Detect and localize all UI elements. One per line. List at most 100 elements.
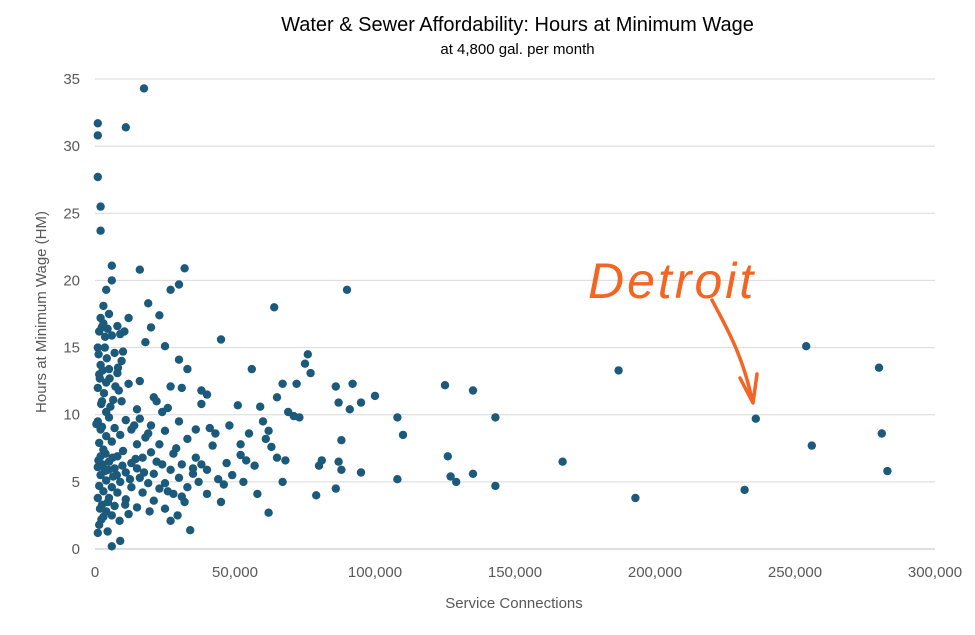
data-point — [93, 131, 103, 140]
data-point — [158, 407, 167, 417]
data-point — [132, 503, 142, 512]
data-point — [398, 430, 408, 440]
data-point — [331, 382, 340, 391]
data-point — [802, 342, 811, 351]
data-point — [191, 453, 200, 462]
data-point — [113, 488, 122, 497]
data-point — [115, 516, 124, 525]
gridlines — [95, 78, 935, 550]
data-point — [135, 265, 144, 274]
data-point — [883, 466, 892, 476]
data-point — [102, 354, 112, 363]
data-point — [99, 487, 108, 496]
data-point — [135, 376, 144, 386]
data-point — [152, 457, 161, 466]
data-point — [270, 303, 279, 312]
data-point — [93, 383, 103, 393]
data-point — [155, 440, 164, 449]
data-point — [104, 465, 113, 474]
data-point — [250, 461, 259, 470]
data-point — [194, 477, 203, 487]
axes: 0 5 10 15 20 25 30 35 0 50,000 100,000 150,000 200,0… — [63, 71, 962, 581]
data-point — [99, 301, 108, 311]
data-point — [146, 323, 156, 332]
data-point — [180, 264, 189, 273]
data-point — [124, 313, 133, 323]
data-point — [160, 504, 170, 513]
data-point — [149, 469, 158, 478]
data-point — [131, 454, 140, 464]
data-point — [110, 348, 119, 358]
data-point — [105, 374, 114, 383]
x-tick-label: 150,000 — [488, 564, 542, 581]
data-point — [216, 497, 226, 507]
data-point — [118, 446, 128, 456]
data-point — [116, 477, 125, 487]
data-point — [342, 285, 352, 294]
data-point — [160, 479, 170, 488]
data-point — [107, 511, 117, 520]
data-point — [183, 434, 192, 444]
data-point — [174, 473, 184, 482]
x-tick-label: 100,000 — [348, 564, 402, 581]
data-point — [110, 501, 119, 511]
data-point — [183, 364, 192, 374]
data-point — [272, 453, 282, 462]
x-tick-label: 0 — [91, 564, 99, 581]
y-tick-label: 5 — [72, 474, 80, 491]
data-point — [152, 397, 161, 406]
data-point — [117, 397, 126, 406]
data-point — [345, 405, 354, 414]
data-point — [166, 465, 175, 474]
data-point — [558, 457, 567, 466]
data-point — [300, 359, 310, 368]
data-point — [113, 321, 122, 331]
data-point — [107, 276, 117, 285]
data-point — [97, 422, 107, 431]
data-point — [491, 481, 500, 491]
data-point — [446, 472, 455, 481]
data-point — [174, 280, 184, 289]
data-point — [146, 421, 156, 430]
data-point — [740, 485, 749, 495]
data-point — [278, 379, 287, 388]
data-point — [139, 468, 149, 477]
data-point — [93, 528, 103, 538]
data-point — [106, 402, 115, 411]
data-point — [177, 492, 186, 501]
data-point — [100, 343, 110, 352]
data-point — [222, 458, 231, 468]
data-point — [239, 477, 248, 487]
data-point — [393, 413, 402, 422]
data-point — [132, 405, 142, 414]
data-point — [183, 483, 192, 492]
data-point — [93, 172, 103, 182]
data-point — [289, 411, 298, 421]
data-point — [97, 323, 106, 332]
data-point — [124, 379, 133, 388]
data-point — [149, 496, 158, 505]
data-point — [96, 470, 105, 480]
data-point — [208, 441, 217, 450]
data-point — [174, 355, 184, 364]
x-tick-label: 50,000 — [212, 564, 258, 581]
data-point — [228, 470, 237, 480]
data-point — [93, 343, 103, 352]
data-point — [102, 476, 111, 485]
y-tick-label: 25 — [63, 205, 80, 222]
data-point — [98, 460, 108, 469]
data-point — [370, 391, 380, 401]
annotation-arrowhead — [738, 372, 759, 405]
data-point — [393, 475, 402, 484]
data-point — [145, 507, 154, 516]
data-point — [292, 379, 301, 388]
detroit-annotation: Detroit — [588, 253, 759, 405]
data-point — [337, 436, 346, 445]
data-point — [121, 123, 130, 132]
data-point — [144, 299, 153, 308]
data-point — [807, 441, 816, 450]
data-point — [253, 489, 262, 499]
data-point — [225, 421, 234, 430]
data-point — [107, 542, 117, 551]
